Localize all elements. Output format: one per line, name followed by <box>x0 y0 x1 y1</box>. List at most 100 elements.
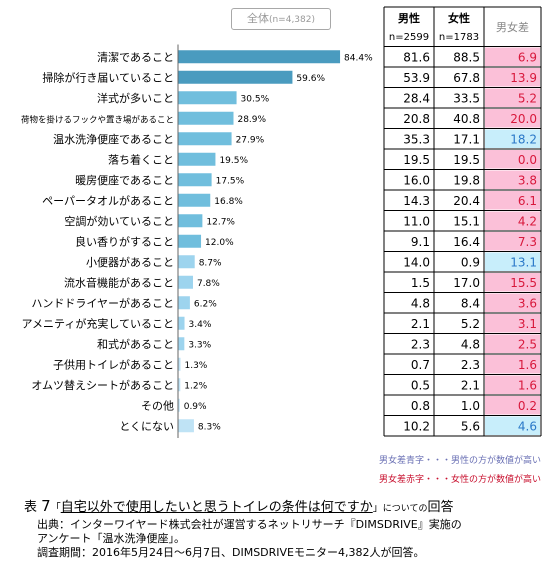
header-male: 男性 <box>398 11 420 25</box>
bar <box>178 111 234 125</box>
diff-cell-bg <box>485 416 540 435</box>
male-value: 14.0 <box>403 255 430 269</box>
category-label: オムツ替えシートがあること <box>31 378 174 392</box>
value-label: 59.6% <box>296 74 325 84</box>
diff-cell-bg <box>485 232 540 251</box>
caption-title: 自宅以外で使用したいと思うトイレの条件は何ですか <box>60 500 373 515</box>
male-value: 1.5 <box>411 276 430 290</box>
male-value: 4.8 <box>411 296 430 310</box>
female-value: 17.1 <box>453 132 480 146</box>
bar <box>178 132 232 146</box>
note-red: 男女差赤字・・・女性の方が数値が高い <box>379 473 541 485</box>
female-value: 8.4 <box>461 296 480 310</box>
bar <box>178 173 212 187</box>
female-value: 5.6 <box>461 419 480 433</box>
female-value: 17.0 <box>453 276 480 290</box>
diff-value: 0.0 <box>518 153 537 167</box>
category-label: 落ち着くこと <box>108 152 174 166</box>
bar <box>178 214 203 228</box>
diff-cell-bg <box>485 314 540 333</box>
caption-close: 」 <box>372 503 383 514</box>
male-value: 28.4 <box>403 91 430 105</box>
bar <box>178 70 293 84</box>
male-value: 20.8 <box>403 112 430 126</box>
bar <box>178 234 202 248</box>
note-blue: 男女差青字・・・男性の方が数値が高い <box>379 454 541 466</box>
male-value: 81.6 <box>403 50 430 64</box>
value-label: 30.5% <box>241 94 270 104</box>
female-value: 40.8 <box>453 112 480 126</box>
value-label: 3.4% <box>189 320 212 330</box>
diff-cell-bg <box>485 211 540 230</box>
female-value: 33.5 <box>453 91 480 105</box>
value-label: 0.9% <box>184 402 207 412</box>
diff-value: 13.9 <box>510 71 537 85</box>
diff-cell-bg <box>485 129 540 148</box>
source-line-1: 出典：インターワイヤード株式会社が運営するネットリサーチ『DIMSDRIVE』実… <box>37 518 462 531</box>
category-label: 荷物を掛けるフックや置き場があること <box>21 114 174 125</box>
diff-cell-bg <box>485 47 540 66</box>
diff-cell-bg <box>485 109 540 128</box>
bar <box>178 50 341 64</box>
female-value: 19.8 <box>453 173 480 187</box>
category-label: 流水音機能があること <box>64 275 174 289</box>
value-label: 8.3% <box>198 422 221 432</box>
diff-cell-bg <box>485 334 540 353</box>
male-value: 10.2 <box>403 419 430 433</box>
diff-value: 2.5 <box>518 337 537 351</box>
female-value: 88.5 <box>453 50 480 64</box>
diff-cell-bg <box>485 88 540 107</box>
category-label: 掃除が行き届いていること <box>42 70 174 84</box>
diff-cell-bg <box>485 355 540 374</box>
male-value: 2.1 <box>411 317 430 331</box>
diff-value: 5.2 <box>518 91 537 105</box>
caption-number: 7 <box>41 497 51 515</box>
bar <box>178 91 237 105</box>
category-label: 洋式が多いこと <box>97 91 174 105</box>
female-value: 0.9 <box>461 255 480 269</box>
diff-cell-bg <box>485 273 540 292</box>
bar <box>178 152 216 166</box>
category-label: 良い香りがすること <box>75 234 174 248</box>
value-label: 27.9% <box>236 135 265 145</box>
category-label: その他 <box>141 399 174 412</box>
category-label: 子供用トイレがあること <box>53 357 174 371</box>
bar <box>178 357 181 371</box>
diff-value: 13.1 <box>510 255 537 269</box>
source-line-2: アンケート「温水洗浄便座」。 <box>37 532 186 545</box>
overall-tab: 全体(n=4,382) <box>231 8 331 30</box>
diff-value: 3.8 <box>518 173 537 187</box>
category-label: アメニティが充実していること <box>22 316 174 330</box>
overall-tab-n: (n=4,382) <box>268 15 316 25</box>
male-value: 2.3 <box>411 337 430 351</box>
diff-cell-bg <box>485 191 540 210</box>
value-label: 16.8% <box>214 197 243 207</box>
bar <box>178 419 194 433</box>
diff-value: 18.2 <box>510 132 537 146</box>
diff-value: 4.6 <box>518 419 537 433</box>
bar <box>178 255 195 269</box>
value-label: 7.8% <box>197 279 220 289</box>
female-value: 20.4 <box>453 194 480 208</box>
caption-label: 表 <box>24 500 38 515</box>
source-note: 出典：インターワイヤード株式会社が運営するネットリサーチ『DIMSDRIVE』実… <box>37 518 462 560</box>
category-label: 空調が効いていること <box>64 214 174 228</box>
value-label: 1.3% <box>184 361 207 371</box>
diff-value: 15.5 <box>510 276 537 290</box>
value-label: 3.3% <box>188 340 211 350</box>
diff-value: 3.6 <box>518 296 537 310</box>
male-value: 9.1 <box>411 235 430 249</box>
diff-cell-bg <box>485 396 540 415</box>
diff-value: 6.9 <box>518 50 537 64</box>
male-value: 35.3 <box>403 132 430 146</box>
category-label: 小便器があること <box>86 255 174 269</box>
female-value: 1.0 <box>461 399 480 413</box>
value-label: 12.0% <box>205 238 234 248</box>
diff-value: 20.0 <box>510 112 537 126</box>
value-label: 1.2% <box>184 381 207 391</box>
value-label: 84.4% <box>344 53 373 63</box>
diff-cell-bg <box>485 252 540 271</box>
value-label: 17.5% <box>216 176 245 186</box>
caption-suffix: 回答 <box>427 500 454 515</box>
